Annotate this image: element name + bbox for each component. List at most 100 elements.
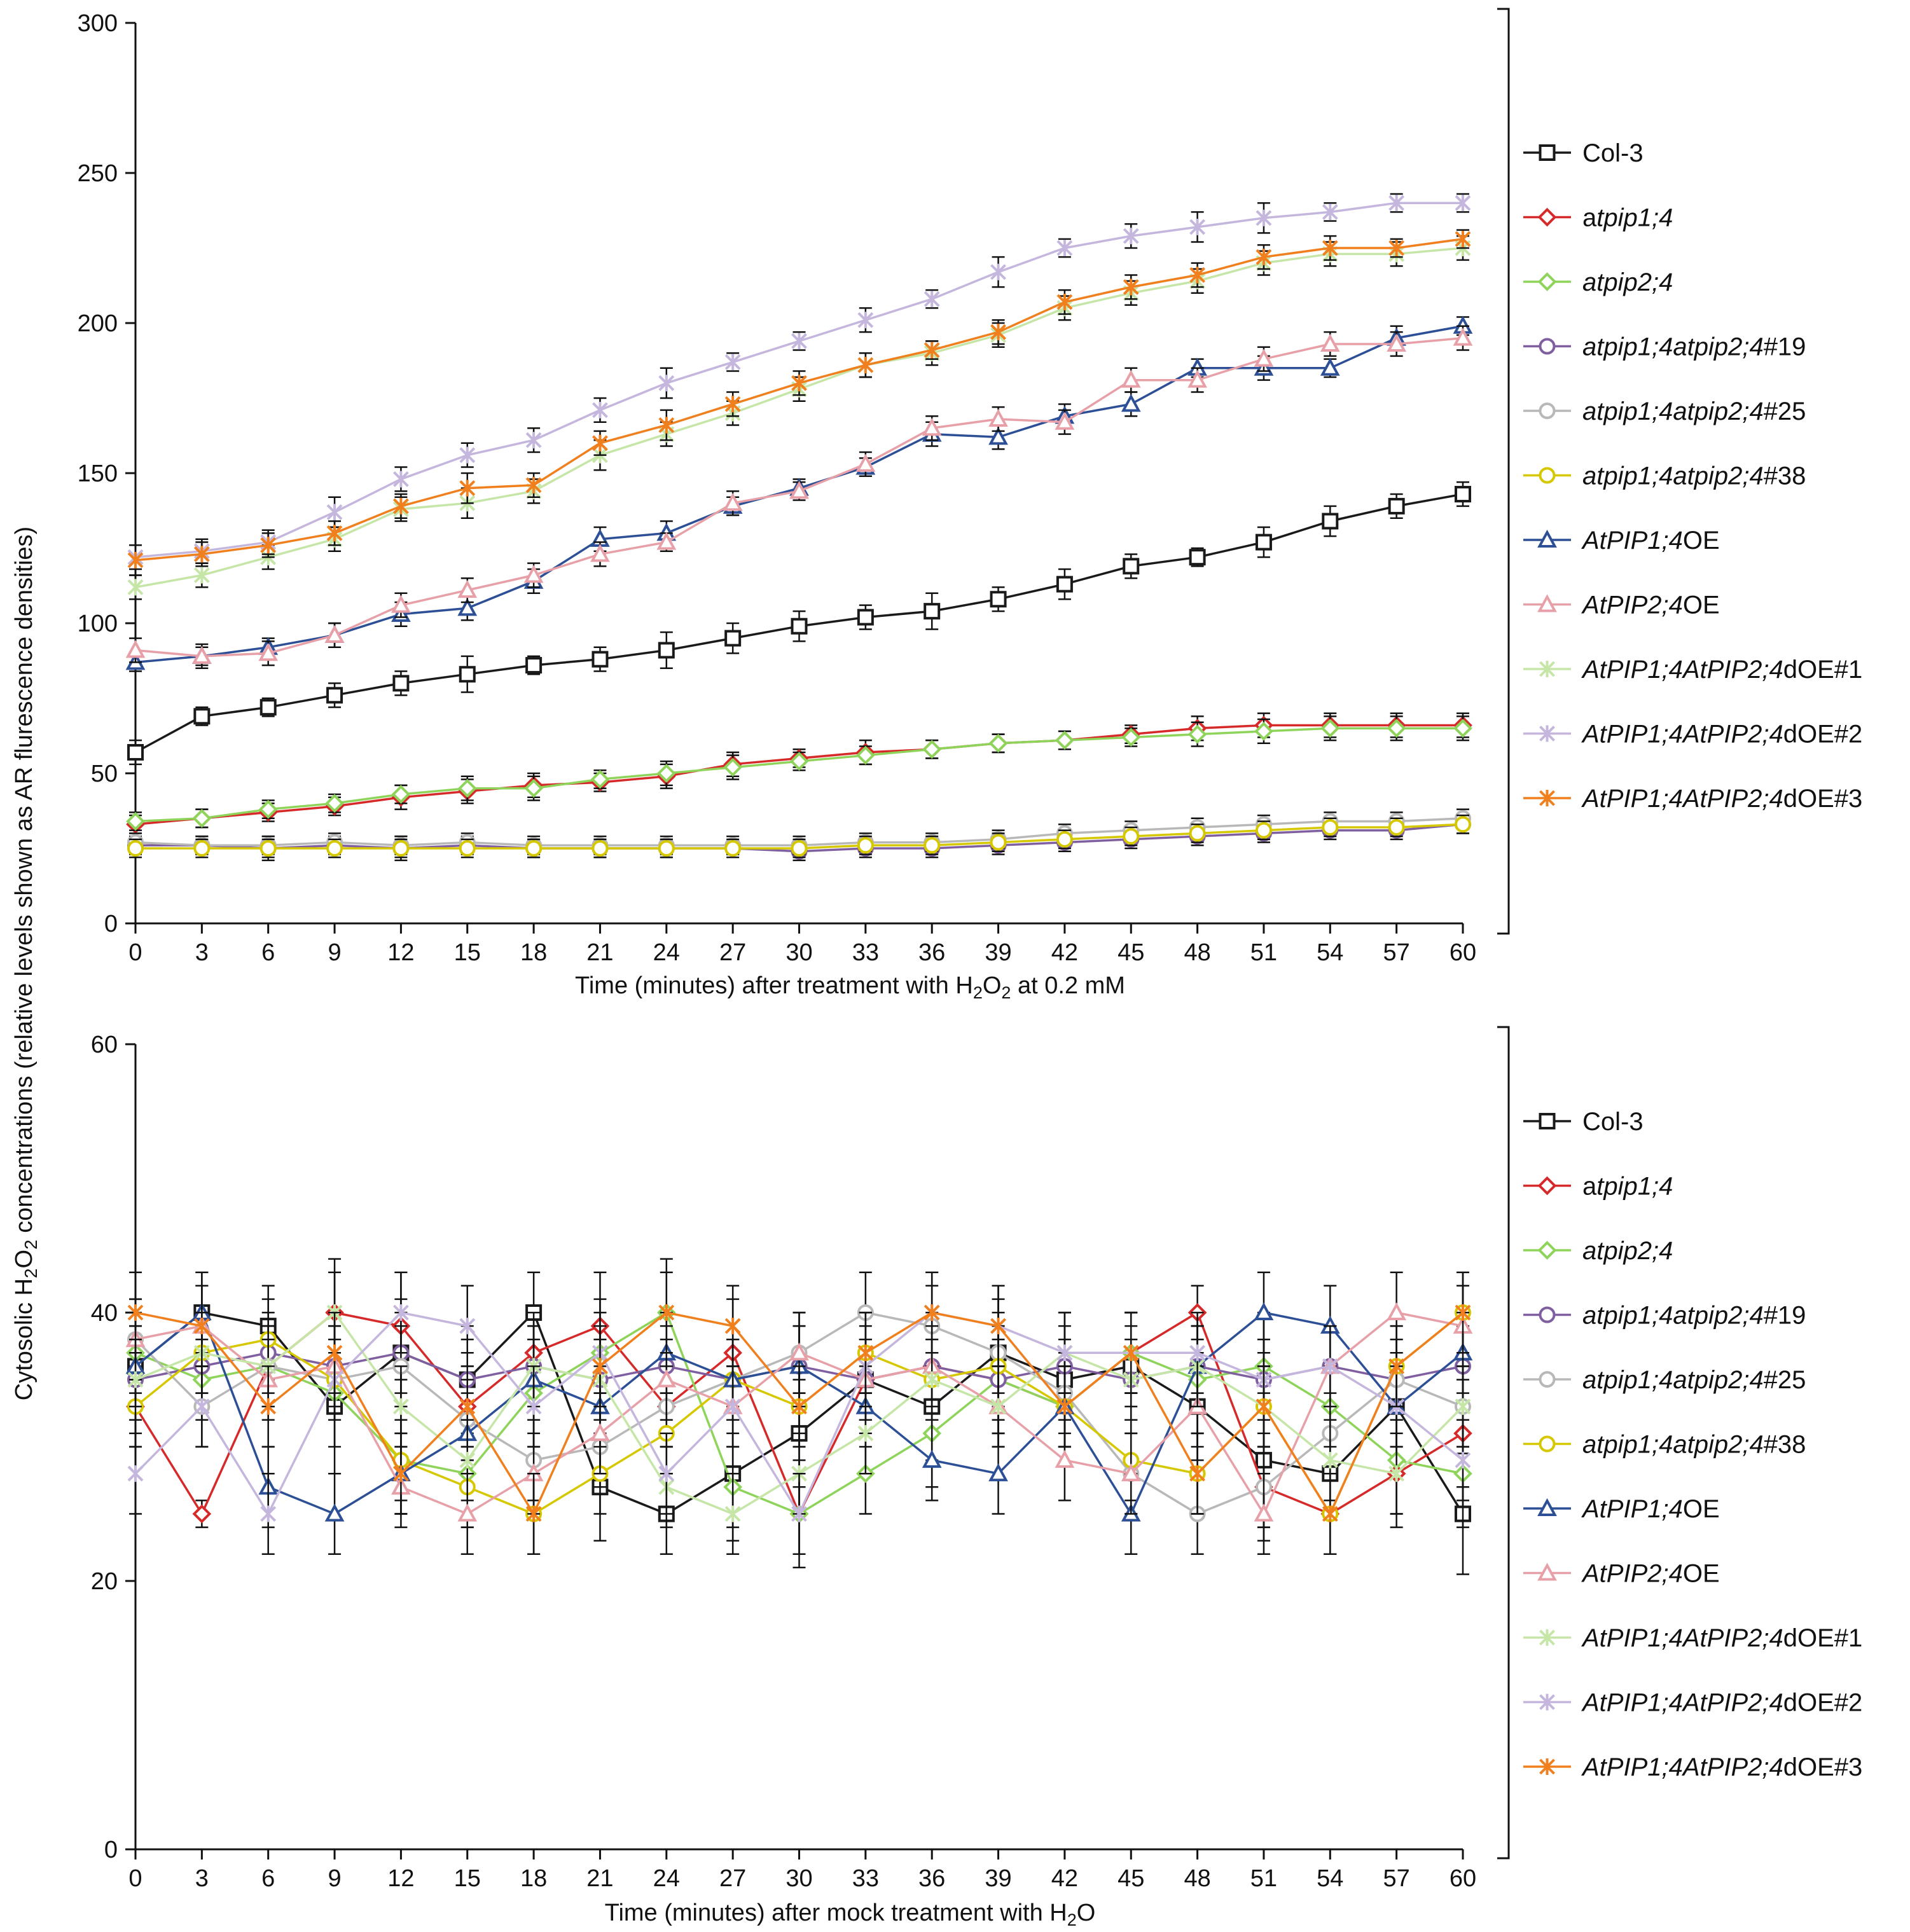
data-point <box>1455 195 1471 212</box>
legend-entry: atpip2;4 <box>1523 268 1673 296</box>
y-tick-label: 100 <box>78 611 118 637</box>
data-point <box>260 1398 277 1415</box>
data-point <box>789 1342 809 1361</box>
x-tick-label: 12 <box>387 1865 414 1892</box>
x-tick-label: 51 <box>1250 1865 1277 1892</box>
legend-marker <box>1537 1498 1557 1516</box>
data-point <box>1254 348 1274 367</box>
data-point <box>457 598 478 616</box>
legend-label: AtPIP1;4AtPIP2;4dOE#2 <box>1581 1689 1862 1717</box>
legend-label: atpip1;4atpip2;4#19 <box>1582 333 1806 361</box>
data-point <box>1322 818 1339 836</box>
x-tick-label: 6 <box>261 1865 275 1892</box>
x-tick-label: 0 <box>128 1865 142 1892</box>
data-point <box>459 840 476 857</box>
data-point <box>789 752 809 771</box>
x-tick-label: 24 <box>653 1865 680 1892</box>
data-point <box>1322 1358 1338 1375</box>
data-point <box>791 1505 807 1522</box>
data-point <box>193 840 211 857</box>
legend-entry: AtPIP2;4OE <box>1523 1560 1720 1588</box>
legend-entry: atpip1;4 <box>1523 1173 1673 1201</box>
data-point <box>525 1505 542 1522</box>
data-point <box>258 643 279 661</box>
y-tick-label: 60 <box>91 1032 118 1058</box>
data-point <box>326 1344 343 1362</box>
data-point <box>1187 369 1207 388</box>
x-tick-label: 54 <box>1317 939 1343 966</box>
y-tick-label: 40 <box>91 1300 118 1327</box>
data-point <box>326 840 343 857</box>
legend-label: Col-3 <box>1582 1108 1644 1136</box>
series-AtPIP1;4AtPIP2;4dOE#2 <box>127 193 1471 570</box>
data-point <box>1189 1344 1206 1362</box>
legend-entry: atpip1;4atpip2;4#19 <box>1523 333 1806 361</box>
data-point <box>791 375 807 392</box>
legend-marker <box>1539 144 1556 161</box>
data-point <box>127 1304 144 1321</box>
data-point <box>324 624 345 643</box>
x-tick-label: 6 <box>261 939 275 966</box>
y-tick-label: 300 <box>78 10 118 37</box>
series-AtPIP2;4OE <box>125 325 1473 666</box>
data-point <box>1455 230 1471 247</box>
legend-marker <box>1539 725 1555 742</box>
legend-entry: AtPIP1;4OE <box>1523 527 1720 555</box>
legend-entry: AtPIP1;4AtPIP2;4dOE#3 <box>1523 1753 1862 1781</box>
data-point <box>258 799 278 819</box>
data-point <box>857 1425 874 1442</box>
data-point <box>724 1398 741 1415</box>
x-tick-label: 3 <box>195 1865 209 1892</box>
x-tick-label: 60 <box>1450 1865 1476 1892</box>
data-point <box>723 493 743 511</box>
data-point <box>193 567 210 584</box>
legend-marker <box>1537 272 1557 291</box>
legend-label: atpip1;4atpip2;4#19 <box>1582 1302 1806 1330</box>
data-point <box>1123 558 1140 575</box>
x-tick-label: 30 <box>785 939 812 966</box>
data-point <box>459 1398 476 1415</box>
data-point <box>724 1318 741 1335</box>
x-tick-label: 9 <box>328 1865 341 1892</box>
data-point <box>791 1398 807 1415</box>
data-point <box>658 642 675 659</box>
y-tick-label: 150 <box>78 460 118 487</box>
data-point <box>392 497 409 514</box>
legend-label: AtPIP2;4OE <box>1581 1560 1720 1588</box>
data-point <box>1123 279 1139 296</box>
data-point <box>922 740 942 759</box>
data-point <box>590 1423 610 1441</box>
x-tick-label: 18 <box>520 939 547 966</box>
legend-entry: Col-3 <box>1523 1108 1644 1136</box>
data-point <box>193 708 211 725</box>
data-point <box>324 1503 345 1522</box>
x-tick-label: 18 <box>520 1865 547 1892</box>
x-tick-label: 36 <box>918 1865 945 1892</box>
data-point <box>656 1369 677 1388</box>
legend-marker <box>1539 1629 1555 1646</box>
data-point <box>1056 1344 1073 1362</box>
data-point <box>988 1463 1008 1482</box>
data-point <box>1254 1302 1274 1320</box>
data-point <box>1322 1505 1338 1522</box>
data-point <box>391 595 411 613</box>
data-point <box>459 480 476 497</box>
x-tick-label: 33 <box>852 939 879 966</box>
legend-label: atpip1;4atpip2;4#38 <box>1582 462 1806 490</box>
legend-label: AtPIP1;4AtPIP2;4dOE#3 <box>1581 1753 1862 1781</box>
legend-label: AtPIP1;4AtPIP2;4dOE#3 <box>1581 785 1862 813</box>
legend-bracket <box>1497 1026 1510 1860</box>
data-point <box>1388 497 1405 514</box>
legend-entry: atpip1;4 <box>1523 204 1673 232</box>
legend-label: atpip2;4 <box>1582 1237 1673 1265</box>
data-point <box>592 1358 608 1375</box>
data-point <box>1056 1398 1073 1415</box>
x-tick-label: 45 <box>1118 1865 1144 1892</box>
x-tick-label: 51 <box>1250 939 1277 966</box>
y-tick-label: 0 <box>104 911 118 937</box>
x-tick-label: 57 <box>1383 939 1410 966</box>
data-point <box>1322 240 1338 256</box>
x-tick-label: 36 <box>918 939 945 966</box>
